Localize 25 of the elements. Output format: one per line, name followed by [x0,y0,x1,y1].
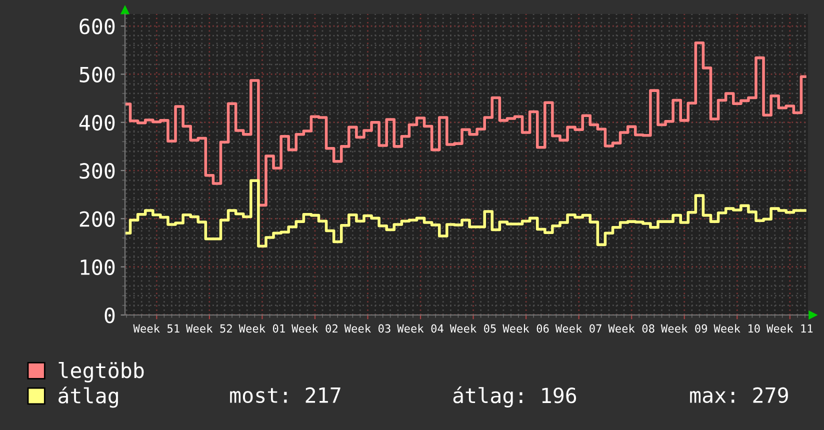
x-tick-label: Week 52 [186,324,232,333]
x-tick-label: Week 09 [660,324,708,333]
x-tick-label: Week 10 [714,324,760,333]
y-tick-label: 0 [104,308,115,324]
x-tick-label: Week 05 [450,324,496,333]
y-tick-label: 600 [80,18,115,34]
y-tick-label: 200 [80,211,115,227]
x-tick-label: Week 04 [397,324,444,333]
text: max: 279 [690,387,788,404]
x-tick-label: Week 51 [133,324,180,333]
x-tick-label: Week 03 [344,324,390,333]
y-tick-label: 500 [80,66,115,82]
x-tick-label: Week 11 [766,324,813,333]
text: most: 217 [230,387,340,404]
y-tick-label: 100 [80,259,115,276]
legend-label: átlag [58,386,118,408]
x-tick-label: Week 01 [238,324,285,333]
x-tick-label: Week 02 [292,324,338,333]
x-tick-label: Week 06 [502,324,549,333]
legend-label: legtöbb [58,362,144,382]
y-tick-label: 300 [80,163,115,179]
x-tick-label: Week 07 [555,324,602,333]
y-tick-label: 400 [79,114,115,131]
text: átlag: 196 [453,386,576,408]
x-tick-label: Week 08 [608,324,654,333]
